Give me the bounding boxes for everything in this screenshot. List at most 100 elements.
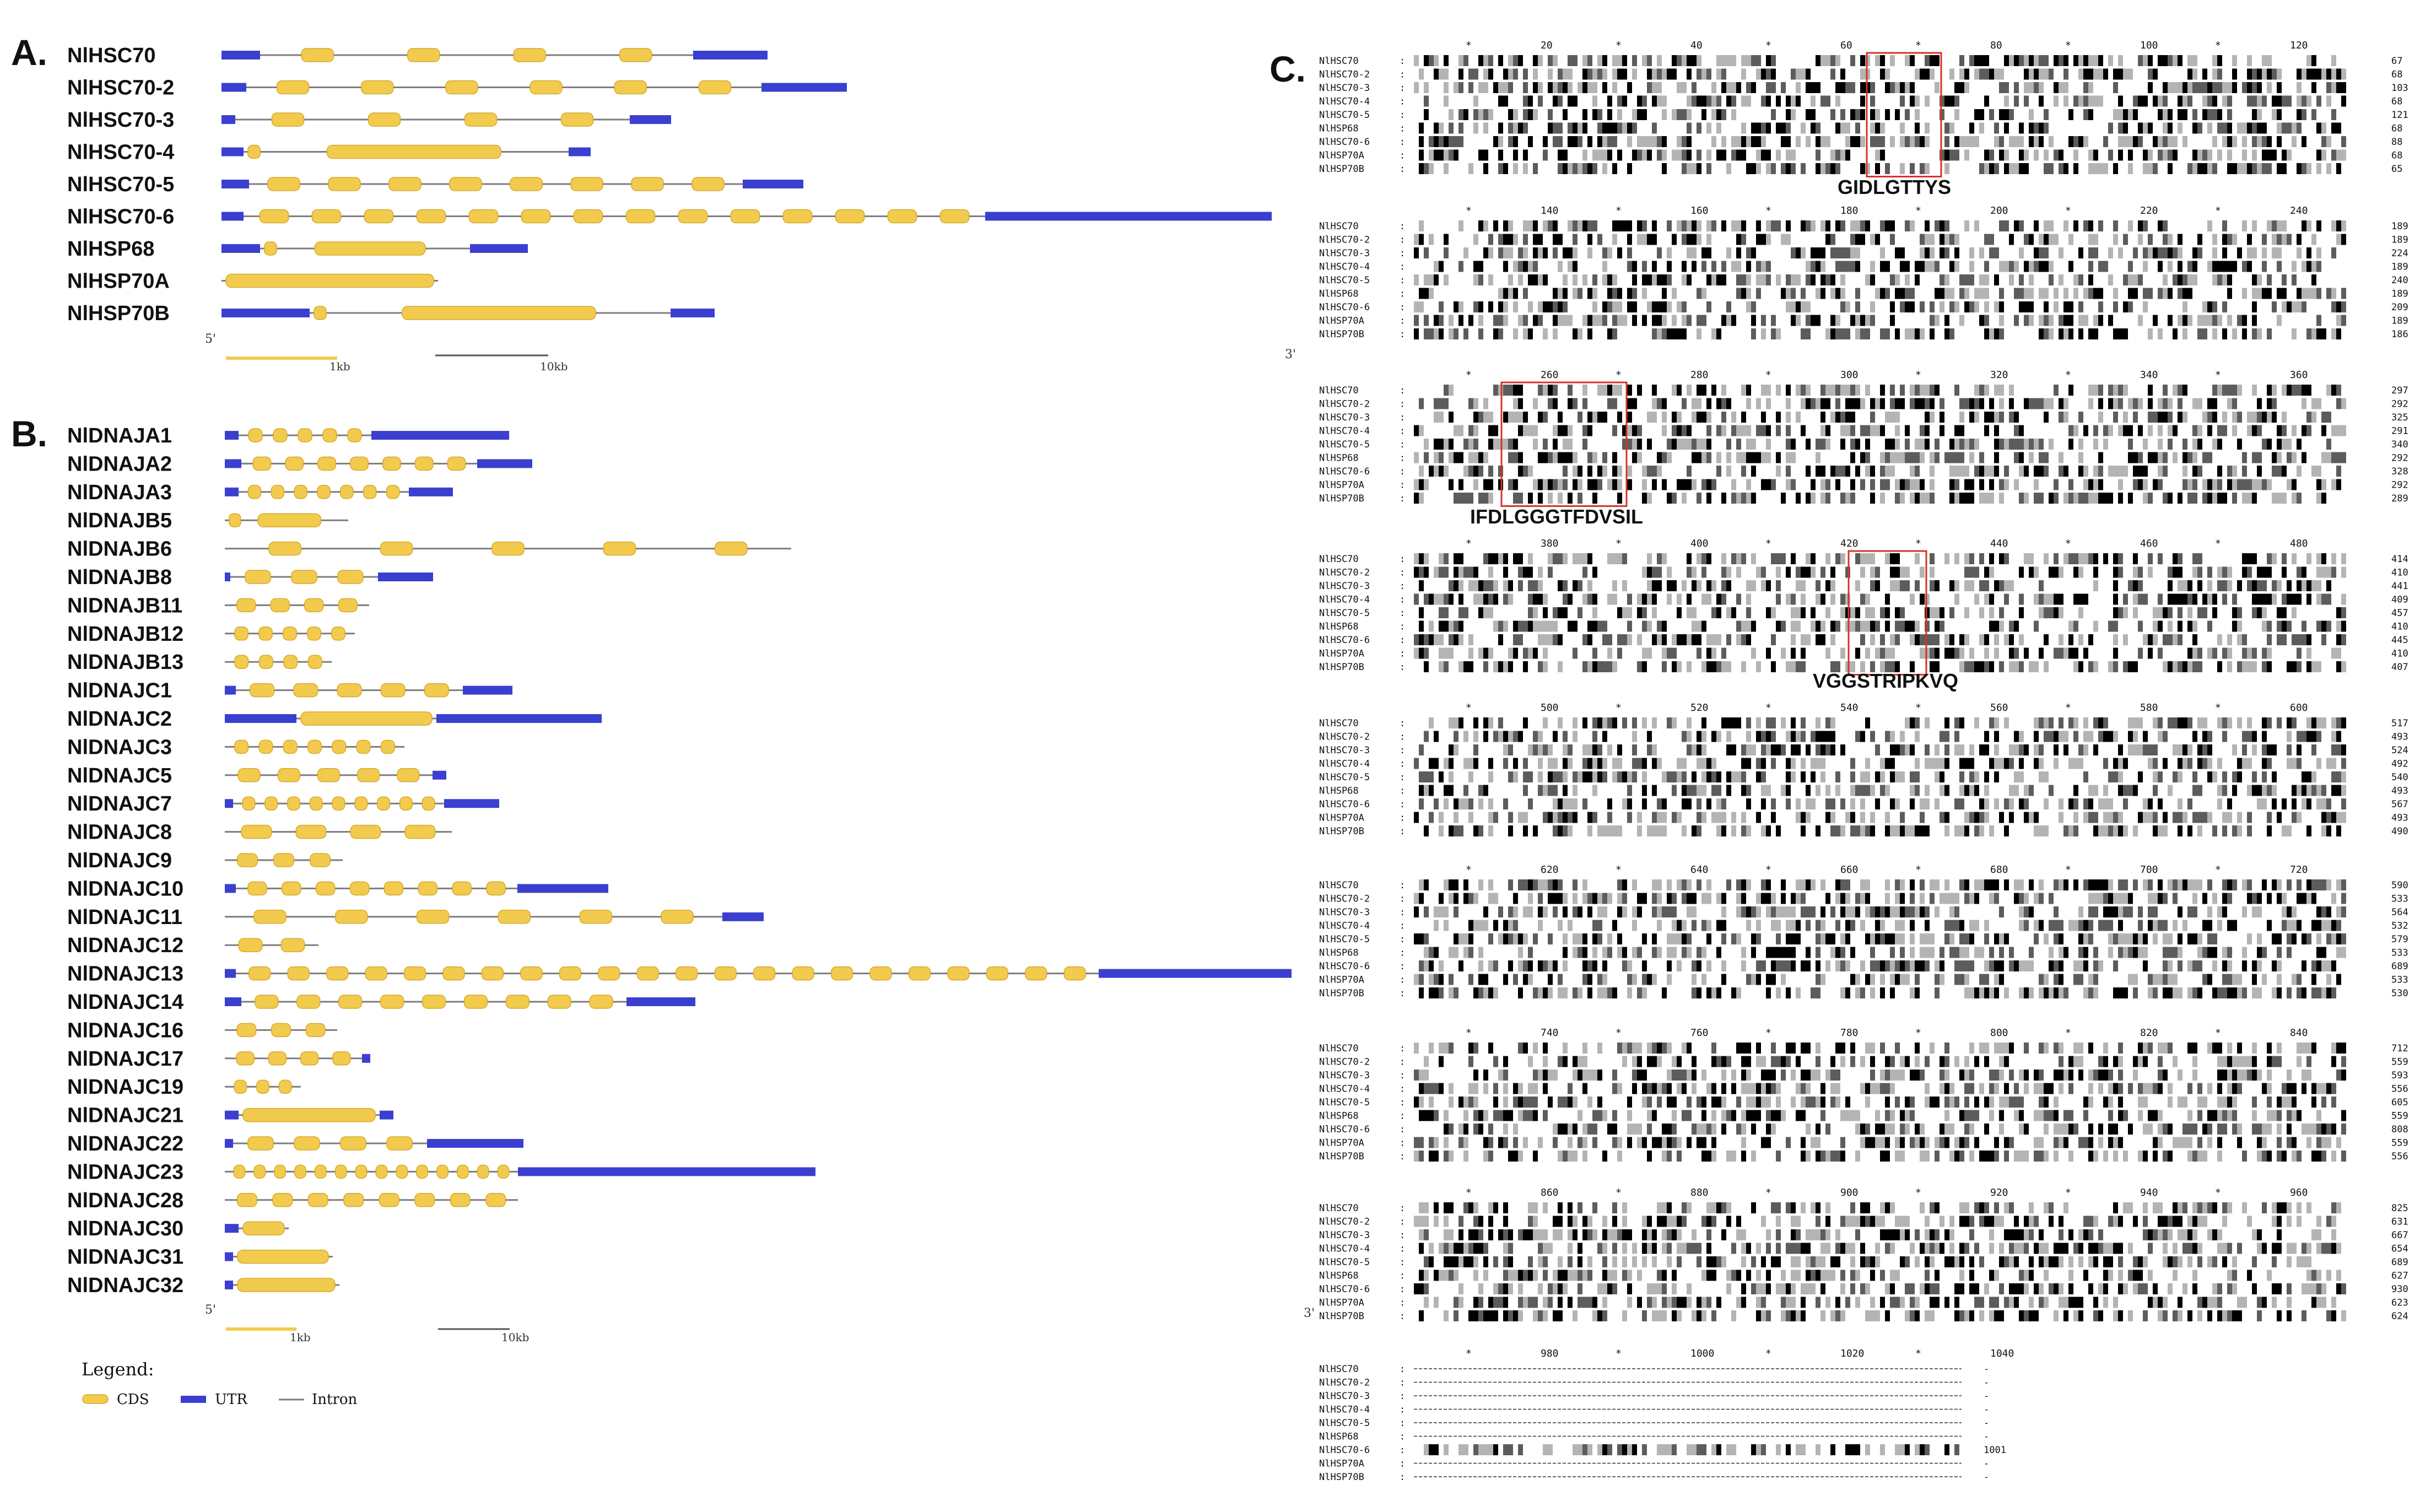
residue-shade [1825, 163, 1830, 174]
residue-shade [1771, 758, 1776, 769]
residue-shade [2202, 452, 2207, 463]
residue-shade [1870, 825, 1875, 836]
residue-shade [1845, 247, 1850, 258]
residue-shade [2187, 261, 2192, 272]
residue-shade [2059, 452, 2063, 463]
residue-shade [2341, 607, 2346, 618]
residue-shade [1513, 412, 1518, 423]
residue-shade [1954, 425, 1959, 436]
cds-exon [300, 711, 433, 726]
residue-shade [1736, 247, 1741, 258]
residue-shade [1617, 109, 1622, 120]
residue-shade [1915, 620, 1920, 632]
cds-exon [887, 209, 917, 224]
residue-shade [1558, 163, 1563, 174]
residue-shade [1548, 493, 1553, 504]
residue-shade [1811, 553, 1816, 564]
residue-shade [1563, 82, 1568, 93]
residue-shade [2222, 274, 2227, 285]
residue-shade [2217, 634, 2222, 645]
residue-shade [2262, 136, 2267, 147]
residue-shade [2148, 412, 2153, 423]
residue-shade [1786, 288, 1791, 299]
residue-shade [1969, 812, 1974, 823]
residue-shade [2232, 825, 2237, 836]
residue-shade [1424, 315, 1429, 326]
residue-shade [2073, 149, 2078, 161]
residue-shade [2098, 717, 2103, 728]
residue-shade [1984, 385, 1989, 396]
residue-shade [1716, 771, 1721, 782]
residue-shade [2311, 109, 2316, 120]
residue-shade [1449, 439, 1454, 450]
residue-shade [2093, 493, 2098, 504]
residue-shade [1672, 425, 1677, 436]
residue-shade [2292, 607, 2297, 618]
residue-shade [1617, 288, 1622, 299]
residue-shade [2163, 634, 2168, 645]
residue-shade [1726, 566, 1731, 578]
residue-shade [2039, 122, 2044, 134]
residue-shade [2024, 553, 2029, 564]
residue-shade [2306, 412, 2311, 423]
residue-shade [1463, 55, 1468, 66]
residue-shade [1483, 149, 1488, 161]
residue-shade [1781, 879, 1786, 890]
residue-shade [2128, 425, 2133, 436]
residue-shade [1568, 452, 1573, 463]
cds-exon [332, 739, 347, 754]
residue-shade [2009, 439, 2014, 450]
residue-shade [1672, 717, 1677, 728]
residue-shade [1478, 82, 1483, 93]
sequence-end-position: 445 [2391, 635, 2408, 646]
residue-shade [1835, 479, 1840, 490]
residue-shade [1940, 758, 1944, 769]
residue-shade [1419, 136, 1424, 147]
residue-shade [1533, 82, 1538, 93]
residue-shade [1746, 82, 1751, 93]
residue-shade [1454, 580, 1458, 591]
residue-shade [2341, 785, 2346, 796]
ruler-tick: * [2065, 538, 2071, 549]
residue-shade [1697, 288, 1701, 299]
residue-shade [1786, 136, 1791, 147]
residue-shade [1811, 607, 1816, 618]
residue-shade [1687, 744, 1692, 755]
residue-shade [1910, 744, 1915, 755]
residue-shade [1419, 634, 1424, 645]
sequence-colon: : [1400, 622, 1405, 633]
residue-shade [1840, 220, 1845, 231]
residue-shade [1538, 593, 1543, 605]
ruler-position: 660 [1840, 864, 1859, 876]
residue-shade [1860, 82, 1865, 93]
residue-shade [2168, 634, 2173, 645]
residue-shade [1989, 758, 1994, 769]
residue-shade [1573, 163, 1578, 174]
residue-shade [2247, 580, 2252, 591]
residue-shade [1746, 879, 1751, 890]
residue-shade [1925, 425, 1930, 436]
residue-shade [1716, 466, 1721, 477]
residue-shade [2187, 315, 2192, 326]
residue-shade [1657, 798, 1662, 809]
residue-shade [1925, 744, 1930, 755]
cds-exon [792, 966, 814, 981]
cds-exon [332, 1051, 351, 1066]
residue-shade [1890, 439, 1895, 450]
residue-shade [2044, 825, 2049, 836]
residue-shade [2059, 398, 2063, 409]
residue-shade [1622, 771, 1627, 782]
residue-shade [1523, 412, 1528, 423]
residue-shade [1498, 55, 1503, 66]
residue-shade [1622, 439, 1627, 450]
residue-shade [1508, 812, 1513, 823]
residue-shade [2272, 798, 2277, 809]
cds-exon [573, 209, 603, 224]
residue-shade [2118, 425, 2123, 436]
residue-shade [2178, 620, 2183, 632]
residue-shade [1701, 566, 1706, 578]
residue-shade [1811, 122, 1816, 134]
residue-shade [1840, 425, 1845, 436]
residue-shade [2331, 55, 2336, 66]
residue-shade [1573, 479, 1578, 490]
